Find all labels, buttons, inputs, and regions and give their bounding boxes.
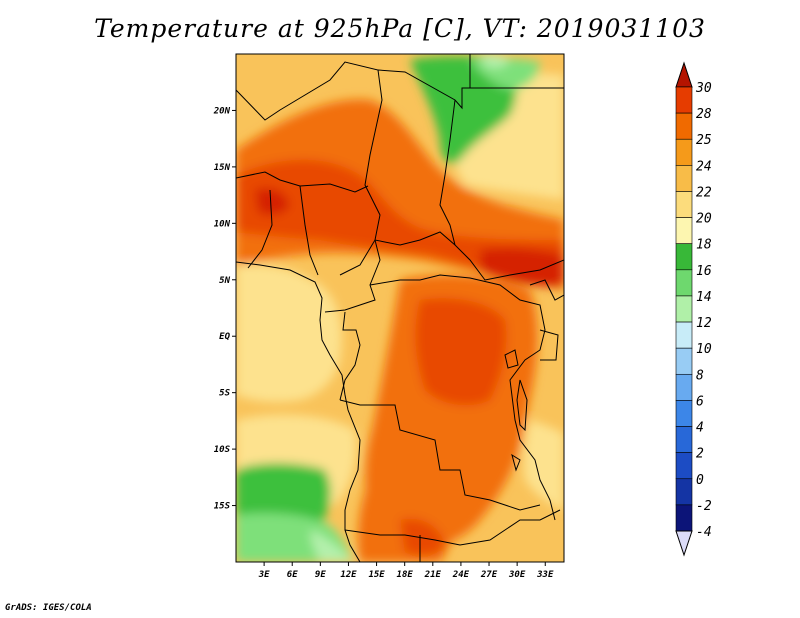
colorbar-swatch — [675, 504, 693, 532]
boundary-line — [344, 509, 561, 546]
lon-tick-label: 15E — [368, 570, 385, 580]
boundary-line — [339, 399, 541, 511]
lat-tick-label: 10N — [214, 219, 231, 229]
colorbar-bottom-arrow — [675, 530, 693, 557]
colorbar-label: 18 — [696, 238, 712, 253]
colorbar-label: 6 — [696, 394, 704, 409]
boundary-line — [529, 279, 564, 301]
colorbar-swatch — [675, 191, 693, 218]
colorbar-swatch — [675, 295, 693, 323]
lat-tick-label: 10S — [214, 445, 231, 455]
lon-tick-label: 33E — [536, 570, 554, 580]
colorbar-label: 28 — [696, 107, 712, 122]
colorbar-swatch — [675, 217, 693, 245]
colorbar-swatch — [675, 86, 693, 114]
lon-tick-label: 24E — [452, 570, 470, 580]
field-region-20-west — [236, 264, 342, 403]
lat-tick-label: EQ — [219, 332, 230, 342]
lon-tick-label: 27E — [480, 570, 498, 580]
colorbar-label: 30 — [695, 81, 712, 96]
colorbar-swatch — [675, 478, 693, 506]
colorbar-top-arrow — [675, 61, 693, 88]
field-region-12-northeast — [480, 54, 510, 68]
boundary-line — [299, 185, 319, 276]
colorbar-label: 10 — [696, 342, 712, 357]
lon-tick-label: 6E — [287, 570, 298, 580]
lon-tick-label: 18E — [397, 570, 414, 580]
colorbar-label: 0 — [696, 473, 704, 488]
coastline — [236, 261, 361, 562]
colorbar-swatch — [675, 452, 693, 480]
map-frame — [235, 53, 565, 563]
lon-tick-label: 30E — [508, 570, 526, 580]
boundary-line — [247, 189, 273, 269]
lake-outline — [504, 349, 519, 369]
colorbar-label: 25 — [696, 133, 712, 148]
latitude-axis: 20N 15N 10N 5N EQ 5S 10S 15S — [213, 106, 236, 512]
lat-tick-label: 20N — [213, 106, 231, 116]
country-boundaries — [236, 54, 564, 562]
colorbar-label: 22 — [696, 185, 712, 200]
colorbar-swatch — [675, 400, 693, 427]
colorbar-swatch — [675, 373, 693, 401]
boundary-line — [439, 99, 456, 246]
colorbar-swatch — [675, 347, 693, 375]
colorbar-swatch — [675, 138, 693, 166]
lake-outline — [516, 379, 528, 432]
colorbar-label: 12 — [696, 316, 712, 331]
colorbar-label: 8 — [696, 368, 704, 383]
lon-tick-label: 9E — [315, 570, 326, 580]
field-region-28-spot-south — [400, 518, 445, 556]
boundary-line — [339, 231, 564, 281]
colorbar-label: -2 — [696, 499, 712, 514]
boundary-line — [339, 311, 361, 401]
lake-outline — [511, 453, 521, 472]
temperature-field — [236, 54, 564, 562]
field-region-16-northeast — [410, 55, 517, 164]
field-region-20-east — [523, 420, 564, 510]
boundary-line — [539, 329, 559, 361]
colorbar-swatch — [675, 269, 693, 297]
lat-tick-label: 15S — [214, 502, 231, 512]
colorbar-swatch — [675, 112, 693, 140]
map-title: Temperature at 925hPa [C], VT: 201903110… — [94, 14, 706, 43]
lat-tick-label: 15N — [214, 163, 231, 173]
lon-tick-label: 3E — [258, 570, 270, 580]
colorbar-label: -4 — [696, 525, 712, 540]
colorbar-swatch — [675, 426, 693, 453]
lat-tick-label: 5S — [219, 389, 230, 399]
colorbar-label: 20 — [696, 212, 712, 227]
colorbar-label: 24 — [696, 159, 712, 174]
field-region-16-southwest — [236, 463, 331, 530]
lon-tick-label: 21E — [424, 570, 442, 580]
colorbar-label: 14 — [696, 290, 712, 305]
colorbar-label: 4 — [696, 421, 704, 436]
colorbar-swatch — [675, 321, 693, 349]
colorbar-label: 16 — [696, 264, 712, 279]
boundary-line — [324, 239, 381, 313]
lat-tick-label: 5N — [219, 276, 230, 286]
field-region-12-southwest — [310, 530, 355, 562]
footer-credit: GrADS: IGES/COLA — [5, 603, 92, 613]
field-region-28-central — [415, 298, 507, 406]
lon-tick-label: 12E — [340, 570, 357, 580]
boundary-line — [369, 274, 556, 521]
field-region-30-spot-west — [255, 188, 290, 216]
colorbar-swatch — [675, 243, 693, 271]
colorbar-swatch — [675, 165, 693, 192]
longitude-axis: 3E 6E 9E 12E 15E 18E 21E 24E 27E 30E 33E — [258, 562, 554, 580]
colorbar-label: 2 — [696, 447, 704, 462]
